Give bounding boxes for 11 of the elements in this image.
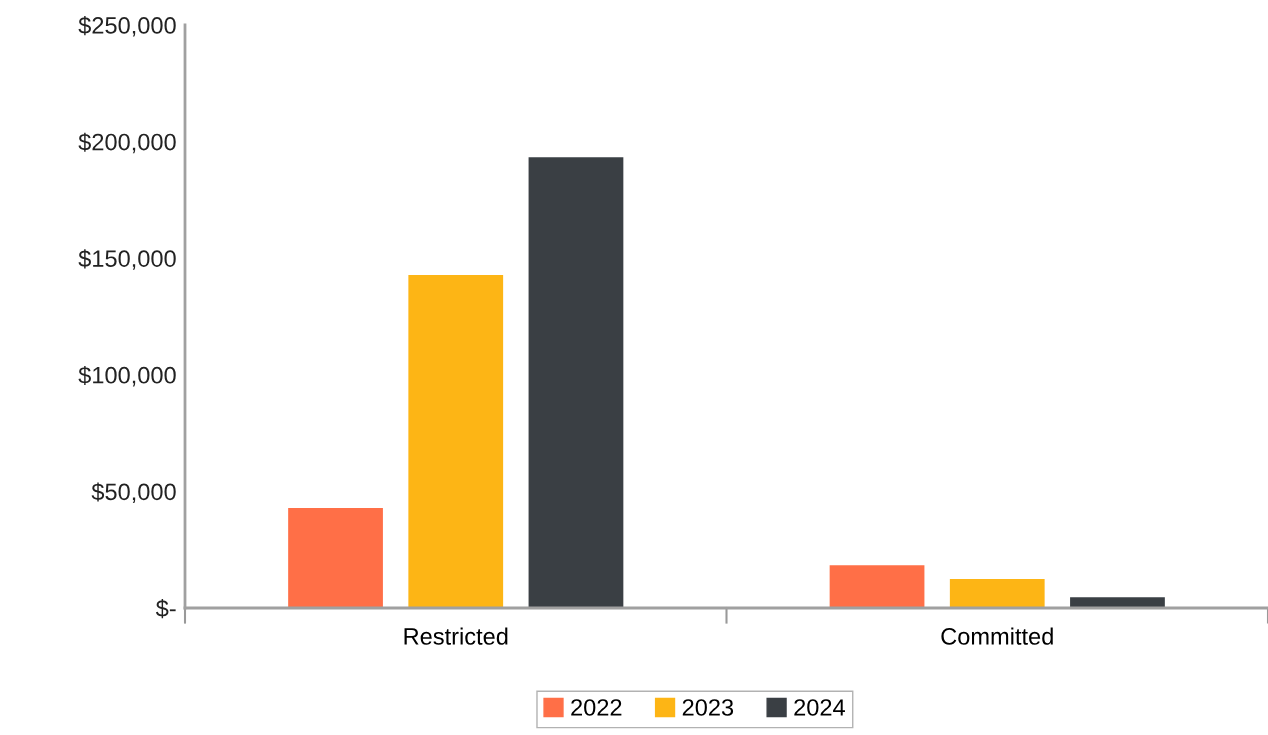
y-tick-label: $50,000: [91, 482, 176, 503]
legend-label: 2022: [571, 699, 622, 716]
y-tick-label: $200,000: [78, 132, 176, 154]
y-tick-label: $250,000: [78, 16, 176, 37]
y-tick-label: $100,000: [78, 365, 176, 387]
y-tick-label: $150,000: [78, 249, 176, 270]
legend-label: 2023: [682, 699, 734, 716]
x-tick-label: Committed: [941, 627, 1053, 645]
x-tick-label: Restricted: [404, 627, 508, 645]
legend-label: 2024: [794, 699, 845, 716]
y-tick-label: $-: [155, 599, 176, 619]
